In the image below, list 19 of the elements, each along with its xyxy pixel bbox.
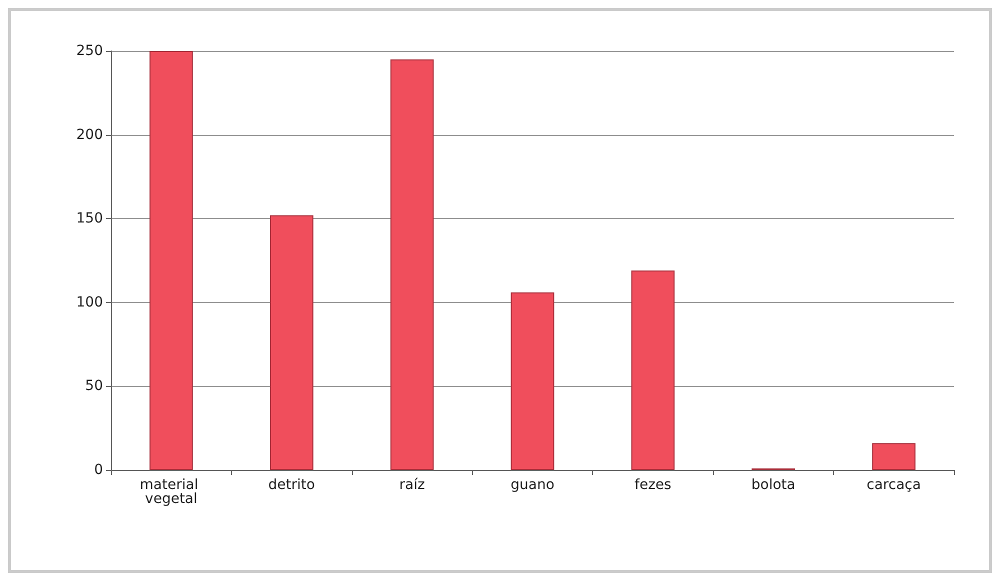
y-tick-label: 200 xyxy=(76,126,103,143)
bar xyxy=(390,59,434,470)
bar xyxy=(150,51,193,470)
x-tick-label: carcaça xyxy=(866,477,921,493)
x-tick-label: material vegetal xyxy=(140,477,203,507)
bar xyxy=(270,215,314,470)
y-tick-label: 50 xyxy=(85,378,103,394)
x-tick-label: guano xyxy=(510,477,554,493)
bar xyxy=(872,443,916,470)
x-tick-label: detrito xyxy=(268,477,315,493)
y-tick-label: 150 xyxy=(76,210,103,227)
bar xyxy=(631,270,675,470)
y-tick-label: 0 xyxy=(94,462,103,478)
y-tick-label: 250 xyxy=(76,43,103,59)
bar xyxy=(510,292,554,470)
x-tick-label: bolota xyxy=(751,477,796,493)
y-tick-label: 100 xyxy=(76,294,103,310)
x-tick-label: fezes xyxy=(634,477,672,493)
x-tick-label: raíz xyxy=(399,477,425,493)
